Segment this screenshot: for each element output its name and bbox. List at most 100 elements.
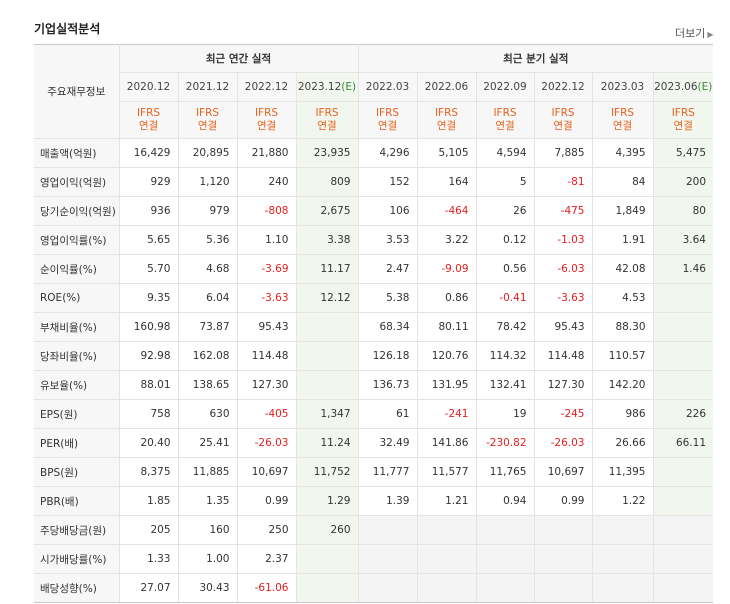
table-cell [475, 515, 535, 545]
table-cell: -3.63 [533, 283, 593, 313]
table-cell: 1.35 [177, 486, 238, 516]
table-cell: 80 [652, 196, 713, 226]
period-header: 2022.06 [416, 72, 477, 102]
row-label: 순이익률(%) [34, 254, 120, 284]
table-cell: 200 [652, 167, 713, 197]
ifrs-label: IFRS [254, 107, 279, 119]
table-row: 영업이익률(%) 5.65 5.36 1.10 3.38 3.53 3.22 0.12 -1.0… [34, 225, 713, 255]
ifrs-label: IFRS [493, 107, 517, 119]
table-cell: 106 [357, 196, 418, 226]
period-label: 2022.09 [483, 81, 527, 93]
table-row: PER(배) 20.40 25.41 -26.03 11.24 32.49 141.86 -2… [34, 428, 713, 458]
table-cell: 110.57 [591, 341, 654, 371]
table-cell: -26.03 [533, 428, 593, 458]
table-cell: 226 [652, 399, 713, 429]
more-link[interactable]: 더보기 ▶ [675, 25, 714, 41]
period-label: 2023.12 [297, 81, 342, 93]
table-cell: 205 [118, 515, 179, 545]
table-cell: 6.04 [177, 283, 238, 313]
period-label: 2023.06 [654, 81, 698, 93]
ifrs-label: IFRS [136, 107, 161, 119]
table-cell: 11,395 [591, 457, 654, 487]
table-cell: 5.65 [118, 225, 179, 255]
table-cell [295, 573, 359, 603]
table-cell: 10,697 [236, 457, 297, 487]
table-cell: 11,577 [416, 457, 477, 487]
table-cell: 132.41 [475, 370, 535, 400]
consolidated-label: 연결 [673, 120, 693, 132]
table-cell: 5 [475, 167, 535, 197]
table-row: PBR(배) 1.85 1.35 0.99 1.29 1.39 1.21 0.94 0.99 1.… [34, 486, 713, 516]
ifrs-label: IFRS [551, 107, 575, 119]
table-cell [357, 515, 418, 545]
table-cell: 0.99 [236, 486, 297, 516]
table-cell: 3.53 [357, 225, 418, 255]
table-cell: 25.41 [177, 428, 238, 458]
table-cell: 2,675 [295, 196, 359, 226]
consolidated-label: 연결 [495, 120, 515, 132]
section-title: 기업실적분석 [34, 22, 101, 36]
table-cell [652, 341, 713, 371]
row-label: 배당성향(%) [34, 573, 120, 603]
table-cell: -1.03 [533, 225, 593, 255]
table-row: 영업이익(억원) 929 1,120 240 809 152 164 5 -81 84 200 [34, 167, 713, 197]
ifrs-label: IFRS [195, 107, 220, 119]
table-cell: 3.38 [295, 225, 359, 255]
table-row: 유보율(%) 88.01 138.65 127.30 136.73 131.95 132.4… [34, 370, 713, 400]
table-cell: 4.68 [177, 254, 238, 284]
table-cell: 2.47 [357, 254, 418, 284]
table-cell [416, 515, 477, 545]
table-row: 부채비율(%) 160.98 73.87 95.43 68.34 80.11 78.42 95… [34, 312, 713, 342]
period-label: 2022.03 [365, 81, 410, 93]
table-cell: -3.63 [236, 283, 297, 313]
table-cell [533, 573, 593, 603]
table-cell: 3.22 [416, 225, 477, 255]
estimate-mark: (E) [341, 81, 357, 93]
table-row: ROE(%) 9.35 6.04 -3.63 12.12 5.38 0.86 -0.41 -3.… [34, 283, 713, 313]
consolidated-label: 연결 [317, 120, 337, 132]
table-cell: 0.86 [416, 283, 477, 313]
table-cell: 114.48 [533, 341, 593, 371]
table-cell [357, 573, 418, 603]
period-label: 2020.12 [126, 81, 171, 93]
table-cell [416, 544, 477, 574]
quarter-group-header: 최근 분기 실적 [357, 44, 713, 73]
table-cell: 23,935 [295, 138, 359, 168]
table-cell: 4,395 [591, 138, 654, 168]
table-cell: 11,752 [295, 457, 359, 487]
table-cell: 1.85 [118, 486, 179, 516]
table-cell: 162.08 [177, 341, 238, 371]
table-cell: 92.98 [118, 341, 179, 371]
table-cell: 114.48 [236, 341, 297, 371]
row-label: 영업이익률(%) [34, 225, 120, 255]
ifrs-badge: IFRS 연결 [236, 101, 297, 139]
table-cell: -9.09 [416, 254, 477, 284]
table-cell: -475 [533, 196, 593, 226]
table-cell: 5.36 [177, 225, 238, 255]
table-row: 주당배당금(원) 205 160 250 260 [34, 515, 713, 545]
table-row: 매출액(억원) 16,429 20,895 21,880 23,935 4,296 5,10… [34, 138, 713, 168]
table-cell: 61 [357, 399, 418, 429]
ifrs-label: IFRS [610, 107, 635, 119]
period-label: 2022.06 [424, 81, 469, 93]
table-cell: 0.94 [475, 486, 535, 516]
table-cell [357, 544, 418, 574]
table-cell: 138.65 [177, 370, 238, 400]
table-cell [652, 283, 713, 313]
period-header: 2023.03 [591, 72, 654, 102]
table-cell: 11.24 [295, 428, 359, 458]
table-cell [652, 370, 713, 400]
table-cell [591, 573, 654, 603]
table-cell: 12.12 [295, 283, 359, 313]
table-cell: -61.06 [236, 573, 297, 603]
table-cell: 66.11 [652, 428, 713, 458]
table-row: EPS(원) 758 630 -405 1,347 61 -241 19 -245 986 226 [34, 399, 713, 429]
table-cell: 136.73 [357, 370, 418, 400]
ifrs-label: IFRS [375, 107, 400, 119]
period-header: 2022.09 [475, 72, 535, 102]
table-cell: 758 [118, 399, 179, 429]
consolidated-label: 연결 [553, 120, 573, 132]
table-cell: 1.91 [591, 225, 654, 255]
table-cell [652, 457, 713, 487]
table-cell: 809 [295, 167, 359, 197]
